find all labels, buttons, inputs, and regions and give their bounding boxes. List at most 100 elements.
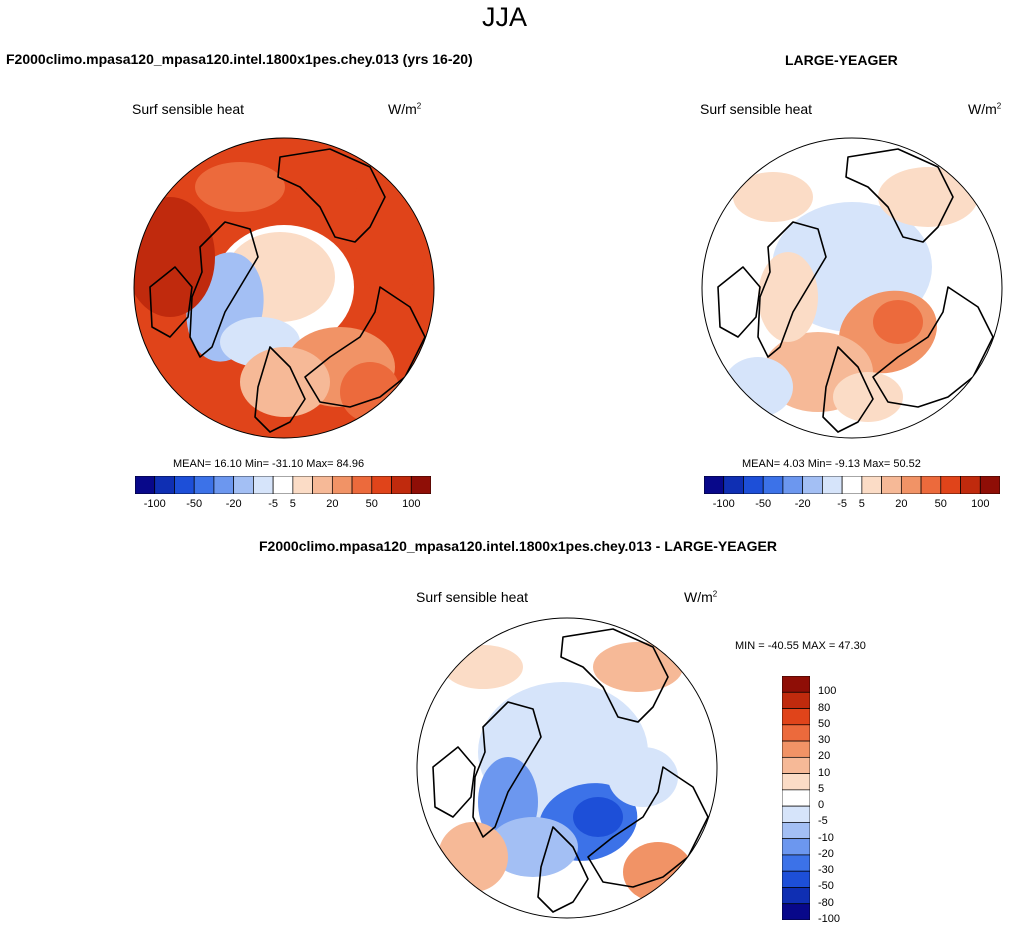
colorbar-box	[331, 476, 353, 494]
colorbar-box	[233, 476, 254, 494]
map-field-patch	[733, 172, 813, 222]
colorbar-tick-label: 100	[402, 498, 421, 510]
map-field-patch	[438, 822, 508, 892]
colorbar-tick-label: 20	[818, 750, 831, 763]
colorbar-box	[782, 676, 810, 693]
right-obs-title: LARGE-YEAGER	[785, 52, 898, 68]
colorbar-box	[135, 476, 156, 494]
colorbar-box	[410, 476, 431, 494]
colorbar-box	[940, 476, 961, 494]
colorbar-box	[782, 789, 810, 807]
colorbar-tick-label: -50	[186, 498, 203, 510]
map-field-patch	[758, 252, 818, 342]
coastline	[757, 221, 827, 358]
coastline	[254, 346, 306, 433]
colorbar-box	[154, 476, 175, 494]
colorbar-tick-label: -10	[818, 831, 834, 844]
panel2-plot-title: Surf sensible heat	[700, 101, 813, 117]
colorbar-tick-label: -100	[712, 498, 735, 510]
panel3-plot-title: Surf sensible heat	[416, 589, 529, 605]
map-field-patch	[833, 372, 903, 422]
diff-title: F2000climo.mpasa120_mpasa120.intel.1800x…	[259, 538, 778, 554]
colorbar-tick-label: -20	[818, 847, 834, 860]
coastline	[560, 628, 669, 723]
panel3-map	[416, 617, 718, 919]
map-field-patch	[608, 747, 678, 807]
colorbar-box	[272, 476, 294, 494]
colorbar-box	[979, 476, 1000, 494]
colorbar-tick-label: -5	[818, 815, 828, 828]
colorbar-tick-label: 50	[818, 717, 831, 730]
colorbar-tick-label: 5	[818, 782, 825, 795]
colorbar-tick-label: 100	[971, 498, 990, 510]
colorbar-box	[193, 476, 215, 494]
colorbar-box	[802, 476, 823, 494]
colorbar-box	[371, 476, 392, 494]
coastline	[304, 286, 426, 408]
panel2-colorbar	[704, 476, 1000, 494]
colorbar-tick-label: 80	[818, 701, 831, 714]
colorbar-box	[782, 740, 810, 758]
colorbar-box	[782, 805, 810, 823]
map-field-patch	[195, 162, 285, 212]
map-field-patch	[623, 842, 693, 902]
colorbar-box	[782, 708, 810, 726]
panel1-plot-title: Surf sensible heat	[132, 101, 245, 117]
panel1-colorbar	[135, 476, 431, 494]
panel2-stats: MEAN= 4.03 Min= -9.13 Max= 50.52	[742, 458, 921, 470]
colorbar-box	[391, 476, 412, 494]
colorbar-box	[253, 476, 274, 494]
colorbar-box	[782, 887, 810, 905]
map-field-patch	[350, 157, 430, 297]
map-field-patch	[573, 797, 623, 837]
colorbar-tick-label: -30	[818, 864, 834, 877]
map-field-patch	[873, 300, 923, 344]
colorbar-box	[782, 773, 810, 791]
panel1-stats: MEAN= 16.10 Min= -31.10 Max= 84.96	[173, 458, 365, 470]
colorbar-box	[312, 476, 333, 494]
colorbar-box	[782, 724, 810, 742]
left-run-title: F2000climo.mpasa120_mpasa120.intel.1800x…	[6, 51, 473, 67]
colorbar-box	[881, 476, 902, 494]
map-boundary	[133, 137, 435, 439]
panel1-map	[133, 137, 435, 439]
map-field-patch	[488, 817, 578, 877]
map-field-patch	[443, 645, 523, 689]
coastline	[189, 221, 259, 358]
colorbar-box	[704, 476, 725, 494]
colorbar-box	[762, 476, 784, 494]
coastline	[432, 746, 476, 818]
colorbar-tick-label: -50	[755, 498, 772, 510]
colorbar-box	[292, 476, 313, 494]
colorbar-box	[782, 476, 804, 494]
map-boundary	[701, 137, 1003, 439]
colorbar-box	[174, 476, 195, 494]
coastline	[472, 701, 542, 838]
colorbar-tick-label: -20	[225, 498, 242, 510]
colorbar-tick-label: 20	[326, 498, 339, 510]
colorbar-tick-label: 0	[818, 799, 825, 812]
colorbar-box	[822, 476, 843, 494]
panel1-units: W/m2	[388, 101, 422, 117]
colorbar-tick-label: -100	[143, 498, 166, 510]
colorbar-box	[782, 854, 810, 872]
colorbar-tick-label: -80	[818, 896, 834, 909]
colorbar-box	[782, 756, 810, 774]
colorbar-box	[723, 476, 744, 494]
colorbar-box	[920, 476, 942, 494]
colorbar-tick-label: 50	[365, 498, 378, 510]
colorbar-tick-label: 30	[818, 734, 831, 747]
coastline	[149, 266, 193, 338]
colorbar-tick-label: -5	[268, 498, 279, 510]
colorbar-box	[782, 691, 810, 709]
colorbar-box	[743, 476, 764, 494]
colorbar-box	[900, 476, 922, 494]
colorbar-tick-label: 20	[895, 498, 908, 510]
panel2-map	[701, 137, 1003, 439]
colorbar-tick-label: 50	[934, 498, 947, 510]
colorbar-box	[213, 476, 235, 494]
map-boundary	[416, 617, 718, 919]
colorbar-box	[782, 903, 810, 920]
coastline	[587, 766, 709, 888]
colorbar-tick-label: -50	[818, 880, 834, 893]
